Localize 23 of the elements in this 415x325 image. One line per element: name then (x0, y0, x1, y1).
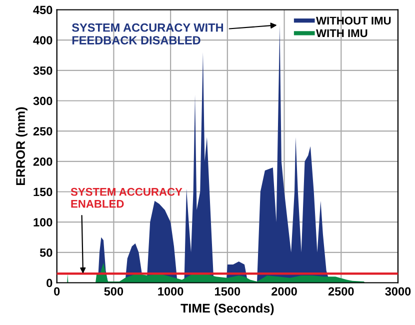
x-axis-title: TIME (Seconds) (180, 303, 274, 316)
annotation: SYSTEM ACCURACY WITH FEEDBACK DISABLED (72, 23, 224, 44)
legend-label: WITH IMU (316, 29, 368, 38)
y-tick-label: 250 (33, 127, 52, 136)
y-tick-label: 450 (33, 6, 52, 14)
y-tick-label: 100 (34, 218, 52, 226)
x-tick-label: 2000 (272, 287, 297, 296)
x-tick-label: 2500 (328, 287, 354, 296)
y-axis-title: ERROR (mm) (16, 107, 28, 185)
x-tick-label: 3000 (385, 287, 411, 296)
y-tick-label: 150 (34, 188, 52, 196)
y-tick-label: 0 (46, 278, 52, 288)
x-tick-label: 500 (104, 287, 124, 296)
x-tick-label: 1000 (158, 287, 184, 296)
annotation: SYSTEM ACCURACY ENABLED (70, 188, 182, 208)
y-tick-label: 50 (40, 248, 52, 257)
y-tick-label: 300 (33, 96, 52, 106)
x-tick-label: 0 (54, 287, 60, 296)
y-tick-label: 400 (33, 36, 52, 44)
y-tick-label: 200 (33, 157, 52, 166)
x-tick-label: 1500 (215, 287, 240, 296)
legend-label: WITHOUT IMU (316, 16, 391, 25)
y-tick-label: 350 (33, 66, 52, 75)
